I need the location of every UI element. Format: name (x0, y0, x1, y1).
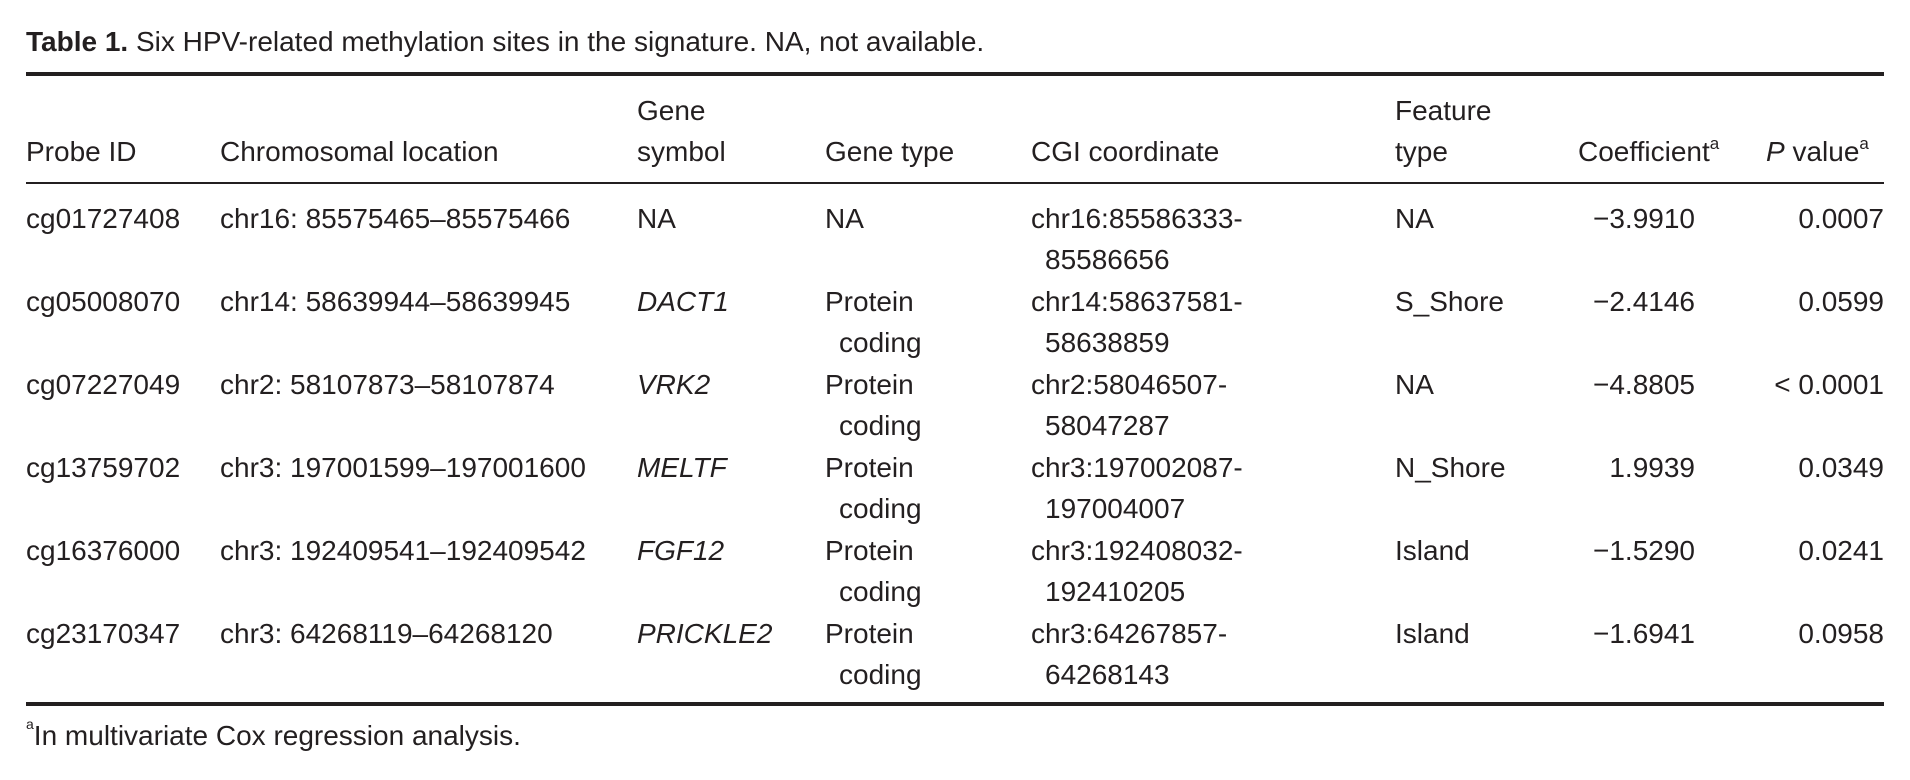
cell-coefficient: −3.9910 (1593, 203, 1695, 234)
table-caption-text: Six HPV-related methylation sites in the… (128, 26, 985, 57)
cell-probe-id: cg01727408 (26, 203, 181, 234)
cell-gene-type-line1: Protein (825, 452, 914, 483)
cell-feature-type: Island (1395, 535, 1470, 566)
cell-chromosomal-location: chr14: 58639944–58639945 (220, 286, 571, 317)
cell-cgi-line2: 85586656 (1045, 244, 1170, 275)
header-probe-id: Probe ID (26, 136, 137, 167)
top-rule (26, 72, 1884, 76)
header-feature-type-line2: type (1395, 136, 1448, 167)
header-coefficient: Coefficienta (1578, 131, 1719, 172)
bottom-rule (26, 702, 1884, 706)
cell-probe-id: cg23170347 (26, 618, 181, 649)
cell-feature-type: Island (1395, 618, 1470, 649)
cell-gene-type-line2: coding (839, 327, 922, 358)
table-caption: Table 1. Six HPV-related methylation sit… (26, 24, 984, 60)
cell-p-value: 0.0241 (1798, 535, 1884, 566)
cell-gene-symbol: FGF12 (637, 535, 725, 566)
header-p-value-sup: a (1859, 134, 1869, 153)
footnote-text: In multivariate Cox regression analysis. (33, 720, 521, 751)
cell-probe-id: cg13759702 (26, 452, 181, 483)
cell-cgi-line2: 64268143 (1045, 659, 1170, 690)
header-p-letter: P (1766, 136, 1785, 167)
header-chromosomal-location: Chromosomal location (220, 136, 499, 167)
table-label: Table 1. (26, 26, 129, 57)
cell-gene-symbol: VRK2 (637, 369, 711, 400)
cell-gene-type-line2: coding (839, 410, 922, 441)
cell-cgi-line2: 197004007 (1045, 493, 1186, 524)
cell-feature-type: NA (1395, 369, 1434, 400)
cell-chromosomal-location: chr3: 64268119–64268120 (220, 618, 553, 649)
cell-chromosomal-location: chr16: 85575465–85575466 (220, 203, 571, 234)
header-gene-symbol-line2: symbol (637, 136, 726, 167)
cell-p-value: < 0.0001 (1774, 369, 1884, 400)
cell-gene-type-line2: coding (839, 576, 922, 607)
cell-coefficient: −2.4146 (1593, 286, 1695, 317)
table-footnote: aIn multivariate Cox regression analysis… (26, 716, 521, 754)
cell-cgi-line2: 58638859 (1045, 327, 1170, 358)
header-coefficient-sup: a (1709, 134, 1720, 153)
header-p-value-text: value (1784, 136, 1860, 167)
cell-feature-type: S_Shore (1395, 286, 1504, 317)
cell-gene-type-line1: Protein (825, 286, 914, 317)
cell-gene-type-line2: coding (839, 493, 922, 524)
cell-coefficient: −4.8805 (1593, 369, 1695, 400)
cell-cgi-line1: chr2:58046507- (1031, 369, 1228, 400)
header-feature-type-line1: Feature (1395, 95, 1492, 126)
cell-cgi-line1: chr14:58637581- (1031, 286, 1243, 317)
cell-gene-type-line1: Protein (825, 535, 914, 566)
cell-gene-symbol: PRICKLE2 (637, 618, 773, 649)
cell-cgi-line2: 192410205 (1045, 576, 1186, 607)
cell-probe-id: cg07227049 (26, 369, 181, 400)
cell-cgi-line1: chr16:85586333- (1031, 203, 1243, 234)
cell-gene-type-line2: coding (839, 659, 922, 690)
cell-gene-type-line1: Protein (825, 369, 914, 400)
footnote-sup: a (26, 716, 34, 732)
cell-cgi-line1: chr3:197002087- (1031, 452, 1243, 483)
cell-gene-type-line1: NA (825, 203, 864, 234)
cell-p-value: 0.0958 (1798, 618, 1884, 649)
cell-probe-id: cg05008070 (26, 286, 181, 317)
cell-gene-symbol: NA (637, 203, 676, 234)
cell-feature-type: NA (1395, 203, 1434, 234)
cell-chromosomal-location: chr3: 197001599–197001600 (220, 452, 586, 483)
cell-gene-type-line1: Protein (825, 618, 914, 649)
header-rule (26, 182, 1884, 184)
cell-p-value: 0.0007 (1798, 203, 1884, 234)
cell-p-value: 0.0599 (1798, 286, 1884, 317)
header-p-value: P valuea (1766, 131, 1869, 172)
cell-feature-type: N_Shore (1395, 452, 1506, 483)
header-gene-type: Gene type (825, 136, 955, 167)
cell-cgi-line1: chr3:192408032- (1031, 535, 1243, 566)
cell-gene-symbol: DACT1 (637, 286, 729, 317)
cell-cgi-line1: chr3:64267857- (1031, 618, 1228, 649)
cell-gene-symbol: MELTF (637, 452, 727, 483)
cell-coefficient: −1.6941 (1593, 618, 1695, 649)
header-gene-symbol-line1: Gene (637, 95, 706, 126)
header-coefficient-text: Coefficient (1578, 136, 1710, 167)
cell-probe-id: cg16376000 (26, 535, 181, 566)
header-cgi-coordinate: CGI coordinate (1031, 136, 1220, 167)
cell-coefficient: 1.9939 (1609, 452, 1695, 483)
cell-chromosomal-location: chr3: 192409541–192409542 (220, 535, 586, 566)
cell-cgi-line2: 58047287 (1045, 410, 1170, 441)
cell-coefficient: −1.5290 (1593, 535, 1695, 566)
cell-chromosomal-location: chr2: 58107873–58107874 (220, 369, 555, 400)
cell-p-value: 0.0349 (1798, 452, 1884, 483)
